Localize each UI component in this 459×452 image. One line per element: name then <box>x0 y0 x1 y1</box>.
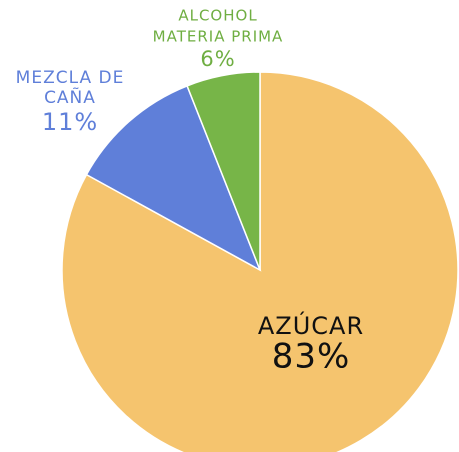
slice-label: MEZCLA DE <box>16 68 125 88</box>
value-label: 83% <box>272 337 351 377</box>
slice-label: CAÑA <box>44 86 96 108</box>
slice-label: MATERIA PRIMA <box>153 28 284 46</box>
value-label: 6% <box>200 47 235 71</box>
slice-label: AZÚCAR <box>258 310 364 340</box>
slice-label: ALCOHOL <box>178 7 257 25</box>
value-label: 11% <box>42 108 98 136</box>
pie-slice <box>85 84 262 272</box>
pie-slice <box>186 71 261 271</box>
